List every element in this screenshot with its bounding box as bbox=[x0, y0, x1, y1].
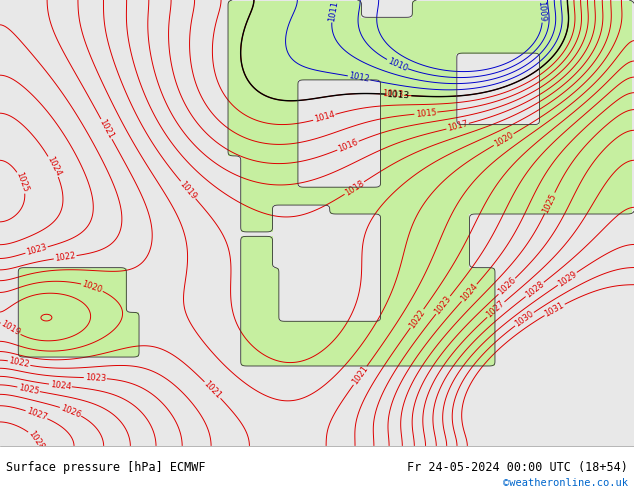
Text: 1010: 1010 bbox=[386, 56, 409, 73]
Text: 1022: 1022 bbox=[8, 357, 30, 369]
Text: 1019: 1019 bbox=[0, 319, 22, 338]
Text: 1016: 1016 bbox=[337, 138, 359, 154]
Text: 1025: 1025 bbox=[15, 171, 30, 194]
Text: 1013: 1013 bbox=[387, 90, 411, 100]
Text: 1026: 1026 bbox=[59, 403, 82, 419]
Text: 1023: 1023 bbox=[25, 243, 48, 257]
Text: 1012: 1012 bbox=[348, 72, 370, 84]
Text: 1029: 1029 bbox=[556, 269, 578, 289]
Text: 1013: 1013 bbox=[382, 89, 403, 99]
Text: 1028: 1028 bbox=[524, 279, 546, 299]
Text: 1019: 1019 bbox=[178, 179, 198, 201]
Text: 1015: 1015 bbox=[415, 108, 437, 119]
Text: 1030: 1030 bbox=[513, 309, 536, 329]
Text: Surface pressure [hPa] ECMWF: Surface pressure [hPa] ECMWF bbox=[6, 462, 206, 474]
Text: 1024: 1024 bbox=[459, 282, 479, 304]
Text: 1018: 1018 bbox=[343, 178, 366, 197]
Text: 1025: 1025 bbox=[541, 192, 559, 215]
Text: 1023: 1023 bbox=[84, 373, 106, 383]
Text: 1027: 1027 bbox=[25, 407, 48, 422]
Text: 1022: 1022 bbox=[407, 307, 427, 330]
Text: 1021: 1021 bbox=[202, 379, 223, 401]
Text: 1023: 1023 bbox=[433, 294, 453, 316]
Text: 1021: 1021 bbox=[351, 365, 370, 387]
Text: ©weatheronline.co.uk: ©weatheronline.co.uk bbox=[503, 478, 628, 488]
Text: 1022: 1022 bbox=[54, 251, 76, 263]
Text: 1027: 1027 bbox=[485, 299, 507, 320]
Text: 1020: 1020 bbox=[81, 279, 103, 294]
Text: 1014: 1014 bbox=[313, 110, 335, 124]
Text: 1024: 1024 bbox=[49, 380, 72, 391]
Text: 1024: 1024 bbox=[45, 155, 62, 178]
Text: 1028: 1028 bbox=[27, 429, 46, 452]
Text: 1020: 1020 bbox=[493, 130, 515, 149]
Text: Fr 24-05-2024 00:00 UTC (18+54): Fr 24-05-2024 00:00 UTC (18+54) bbox=[407, 462, 628, 474]
Text: 1009: 1009 bbox=[536, 0, 547, 22]
Text: 1031: 1031 bbox=[543, 301, 566, 319]
Text: 1026: 1026 bbox=[496, 276, 517, 297]
Text: 1025: 1025 bbox=[17, 383, 40, 396]
Text: 1017: 1017 bbox=[446, 120, 469, 133]
Text: 1021: 1021 bbox=[98, 118, 115, 141]
Text: 1011: 1011 bbox=[328, 0, 340, 22]
